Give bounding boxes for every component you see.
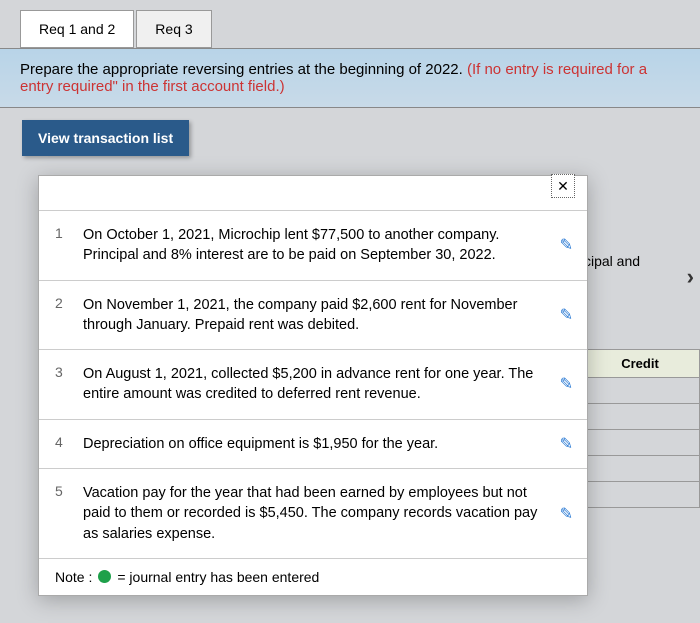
transaction-number: 1 <box>55 225 69 241</box>
instruction-hint-1: (If no entry is required for a <box>467 61 647 78</box>
bg-cell <box>581 456 700 482</box>
bg-cell <box>581 430 700 456</box>
tab-req-3[interactable]: Req 3 <box>136 10 211 48</box>
transaction-number: 3 <box>55 364 69 380</box>
transaction-number: 5 <box>55 483 69 499</box>
transaction-text: Depreciation on office equipment is $1,9… <box>83 434 546 454</box>
bg-cell <box>581 378 700 404</box>
bg-cell <box>581 482 700 508</box>
transaction-text: On November 1, 2021, the company paid $2… <box>83 295 546 336</box>
transaction-number: 2 <box>55 295 69 311</box>
edit-icon[interactable]: ✎ <box>560 504 573 524</box>
edit-icon[interactable]: ✎ <box>560 374 573 394</box>
close-icon[interactable]: ✕ <box>551 174 575 198</box>
tabs-container: Req 1 and 2 Req 3 <box>0 0 700 48</box>
bg-cell <box>581 404 700 430</box>
transaction-row: 1 On October 1, 2021, Microchip lent $77… <box>39 210 587 280</box>
instruction-banner: Prepare the appropriate reversing entrie… <box>0 48 700 108</box>
transaction-text: On October 1, 2021, Microchip lent $77,5… <box>83 225 546 266</box>
transaction-row: 4 Depreciation on office equipment is $1… <box>39 419 587 468</box>
transaction-text: On August 1, 2021, collected $5,200 in a… <box>83 364 546 405</box>
note-prefix: Note : <box>55 569 92 585</box>
entered-dot-icon <box>98 570 111 583</box>
transaction-number: 4 <box>55 434 69 450</box>
instruction-hint-2: entry required" in the first account fie… <box>20 78 285 95</box>
transaction-row: 5 Vacation pay for the year that had bee… <box>39 468 587 558</box>
note-legend: = journal entry has been entered <box>117 569 319 585</box>
transaction-row: 3 On August 1, 2021, collected $5,200 in… <box>39 349 587 419</box>
background-table-fragment: cipal and Credit <box>580 245 700 508</box>
bg-credit-header: Credit <box>580 349 700 378</box>
note-row: Note : = journal entry has been entered <box>39 558 587 595</box>
transaction-text: Vacation pay for the year that had been … <box>83 483 546 544</box>
view-transaction-list-button[interactable]: View transaction list <box>22 120 189 156</box>
transaction-list: 1 On October 1, 2021, Microchip lent $77… <box>39 210 587 558</box>
bg-cells <box>580 378 700 508</box>
edit-icon[interactable]: ✎ <box>560 434 573 454</box>
tab-req-1-2[interactable]: Req 1 and 2 <box>20 10 134 48</box>
instruction-text: Prepare the appropriate reversing entrie… <box>20 61 467 78</box>
next-arrow-icon[interactable]: › <box>687 264 694 290</box>
bg-partial-text: cipal and <box>580 245 700 277</box>
transaction-list-modal: ✕ 1 On October 1, 2021, Microchip lent $… <box>38 175 588 596</box>
transaction-row: 2 On November 1, 2021, the company paid … <box>39 280 587 350</box>
edit-icon[interactable]: ✎ <box>560 305 573 325</box>
edit-icon[interactable]: ✎ <box>560 235 573 255</box>
